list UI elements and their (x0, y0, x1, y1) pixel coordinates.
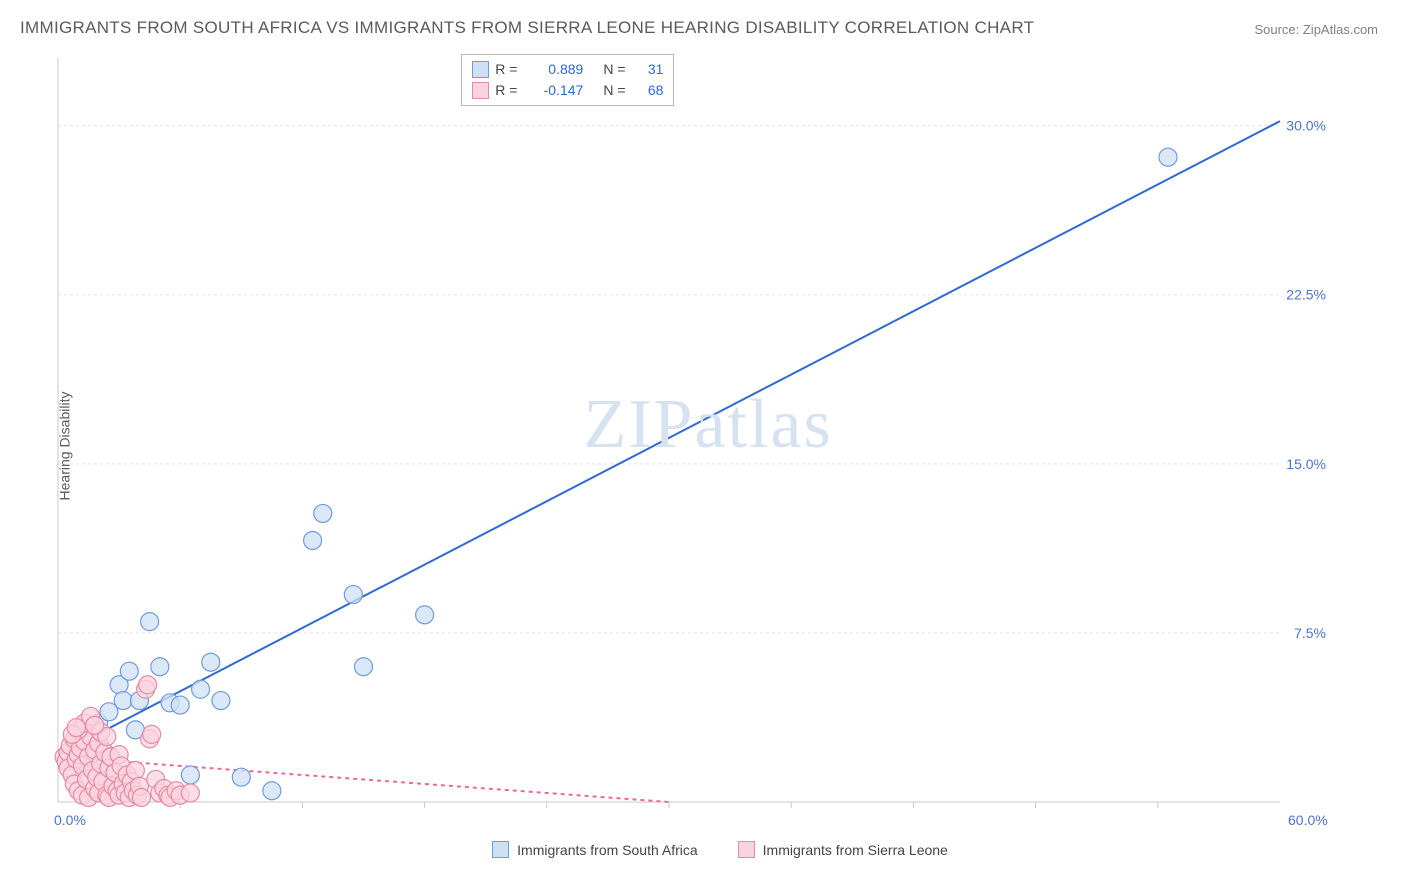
svg-text:22.5%: 22.5% (1286, 287, 1326, 303)
stat-r-value: -0.147 (527, 80, 583, 101)
legend-label: Immigrants from South Africa (517, 842, 698, 858)
legend-swatch (492, 841, 509, 858)
stat-n-value: 31 (635, 59, 663, 80)
stat-r-label: R = (495, 80, 521, 101)
chart-area: 7.5% 15.0% 22.5% 30.0% ZIPatlas R = 0.889 N… (50, 50, 1390, 860)
stats-legend: R = 0.889 N = 31 R = -0.147 N = 68 (461, 54, 674, 106)
legend-item: Immigrants from Sierra Leone (738, 841, 948, 858)
legend-swatch (738, 841, 755, 858)
watermark: ZIPatlas (583, 385, 832, 465)
x-axis-max-label: 60.0% (1288, 812, 1328, 828)
source-label: Source: ZipAtlas.com (1254, 22, 1378, 37)
stat-n-label: N = (603, 80, 629, 101)
series-legend: Immigrants from South Africa Immigrants … (50, 841, 1390, 858)
stat-r-label: R = (495, 59, 521, 80)
stats-row: R = 0.889 N = 31 (472, 59, 663, 80)
stats-row: R = -0.147 N = 68 (472, 80, 663, 101)
stat-n-value: 68 (635, 80, 663, 101)
chart-title: IMMIGRANTS FROM SOUTH AFRICA VS IMMIGRAN… (20, 18, 1034, 38)
svg-text:30.0%: 30.0% (1286, 118, 1326, 134)
legend-swatch (472, 61, 489, 78)
svg-text:15.0%: 15.0% (1286, 456, 1326, 472)
x-axis-min-label: 0.0% (54, 812, 86, 828)
stat-n-label: N = (603, 59, 629, 80)
legend-item: Immigrants from South Africa (492, 841, 698, 858)
legend-label: Immigrants from Sierra Leone (763, 842, 948, 858)
stat-r-value: 0.889 (527, 59, 583, 80)
svg-text:7.5%: 7.5% (1294, 625, 1326, 641)
legend-swatch (472, 82, 489, 99)
